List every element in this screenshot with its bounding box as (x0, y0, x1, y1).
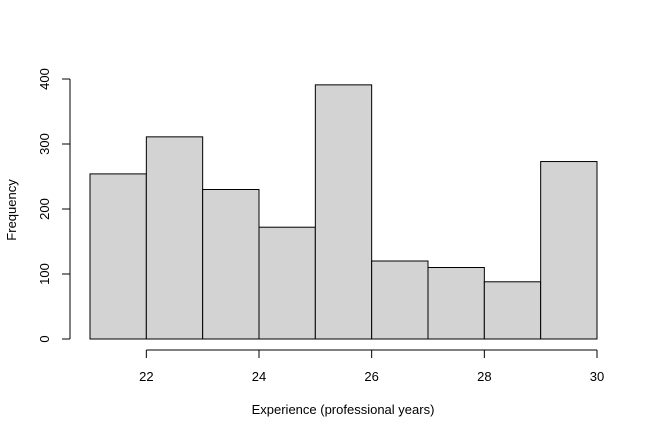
y-axis-label: Frequency (4, 179, 19, 241)
x-tick-label-0: 22 (139, 369, 153, 384)
histogram-bar-3 (258, 226, 316, 340)
histogram-bar-1 (145, 136, 204, 340)
y-axis: 0 100 200 300 400 (37, 68, 71, 343)
x-tick-label-3: 28 (477, 369, 491, 384)
y-tick-label-2: 200 (37, 198, 52, 220)
y-tick-label-4: 400 (37, 68, 52, 90)
x-axis-label: Experience (professional years) (252, 402, 435, 417)
x-tick-label-1: 24 (252, 369, 266, 384)
histogram-bar-0 (89, 173, 147, 340)
histogram-bar-2 (202, 189, 260, 340)
x-axis: 22 24 26 28 30 (139, 349, 604, 384)
x-tick-label-2: 26 (364, 369, 378, 384)
bars-group (89, 84, 598, 340)
y-tick-label-0: 0 (37, 335, 52, 342)
y-tick-label-3: 300 (37, 133, 52, 155)
histogram-bar-8 (540, 161, 598, 340)
x-tick-label-4: 30 (590, 369, 604, 384)
histogram-bar-6 (427, 267, 485, 340)
histogram-bar-7 (483, 281, 542, 340)
histogram-bar-4 (314, 84, 373, 340)
y-tick-label-1: 100 (37, 263, 52, 285)
histogram-bar-5 (371, 260, 429, 340)
